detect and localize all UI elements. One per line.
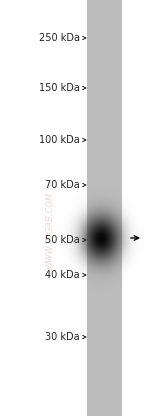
Text: WWW.PTGAB.COM: WWW.PTGAB.COM (45, 191, 54, 269)
Text: 250 kDa: 250 kDa (39, 33, 80, 43)
Text: 150 kDa: 150 kDa (39, 83, 80, 93)
Text: 50 kDa: 50 kDa (45, 235, 80, 245)
Text: 70 kDa: 70 kDa (45, 180, 80, 190)
Text: 30 kDa: 30 kDa (45, 332, 80, 342)
Text: 40 kDa: 40 kDa (45, 270, 80, 280)
Bar (87, 0, 122, 416)
Text: 100 kDa: 100 kDa (39, 135, 80, 145)
